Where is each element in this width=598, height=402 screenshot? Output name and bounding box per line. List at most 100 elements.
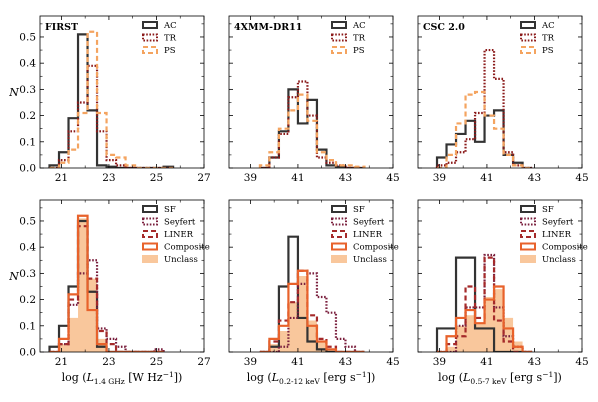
series-ps-line: [258, 93, 366, 168]
legend-swatch-unclass: [142, 255, 158, 263]
x-tick-label: 41: [480, 356, 493, 368]
y-tick-label: 0.2: [19, 294, 36, 306]
series-ac-line: [259, 88, 365, 168]
legend-swatch-composite: [520, 242, 536, 251]
legend-label-unclass: Unclass: [542, 255, 576, 265]
x-tick-label: 27: [197, 356, 210, 368]
x-tick-label: 21: [55, 356, 68, 368]
y-tick-label: 0.0: [19, 163, 36, 175]
x-axis-label: log (L1.4 GHz [W Hz−1]): [62, 370, 183, 386]
legend-swatch-liner: [331, 230, 347, 238]
y-axis-label: N: [8, 270, 19, 283]
x-tick-label: 45: [575, 356, 588, 368]
series-composite-line: [259, 269, 365, 352]
x-tick-label: 25: [150, 356, 163, 368]
series-unclass-fill: [259, 276, 365, 352]
panel-3: 39 41 43 45 CSC 2.0 AC TR PS: [417, 15, 589, 184]
x-tick-label: 41: [291, 172, 304, 184]
axes-frame: [228, 199, 394, 353]
legend-swatch-sf: [520, 205, 536, 213]
y-tick-label: 0.4: [19, 58, 36, 70]
y-tick-label: 0.3: [19, 268, 36, 280]
legend-swatch-tr: [520, 33, 536, 42]
plot-area: [259, 235, 365, 352]
y-tick-label: 0.1: [19, 136, 36, 148]
legend-swatch-sf: [142, 205, 158, 213]
legend-label-tr: TR: [542, 34, 555, 44]
legend-label-ac: AC: [163, 21, 177, 31]
legend-label-sf: SF: [542, 205, 554, 215]
legend-swatch-tr: [331, 33, 347, 42]
x-tick-label: 25: [150, 172, 163, 184]
y-tick-label: 0.5: [19, 215, 36, 227]
legend: AC TR PS: [520, 21, 555, 56]
y-tick-label: 0.2: [19, 110, 36, 122]
plot-area: [48, 214, 165, 352]
x-tick-label: 23: [102, 172, 115, 184]
legend-swatch-tr: [142, 33, 158, 42]
x-tick-label: 45: [575, 172, 588, 184]
x-tick-label: 39: [433, 356, 446, 368]
legend-label-liner: LINER: [542, 230, 572, 240]
panel-4: 21 23 25 27 0.0 0.1 0.2 0.3 0.4 0.5 N SF Seyfert LINE…: [8, 199, 211, 386]
panel-1: 21 23 25 27 0.0 0.1 0.2 0.3 0.4 0.5 N FIRST AC TR PS: [8, 15, 211, 184]
series-sf-line: [435, 256, 533, 352]
series-ac-line: [48, 33, 175, 168]
x-tick-label: 41: [480, 172, 493, 184]
legend-swatch-ac: [520, 21, 536, 29]
legend-label-seyfert: Seyfert: [164, 218, 196, 228]
panel-title: FIRST: [45, 22, 78, 33]
series-ac-line: [435, 109, 533, 168]
x-tick-label: 39: [433, 172, 446, 184]
legend-swatch-unclass: [331, 255, 347, 263]
legend-swatch-seyfert: [142, 217, 158, 226]
x-tick-label: 23: [102, 356, 115, 368]
x-tick-label: 43: [339, 172, 352, 184]
x-tick-label: 27: [197, 172, 210, 184]
legend-label-tr: TR: [164, 34, 177, 44]
legend-swatch-ps: [520, 46, 536, 54]
series-tr-line: [259, 80, 365, 168]
legend-swatch-composite: [331, 242, 347, 251]
panel-5: 39 41 43 45 SF Seyfert LINER Composite Unclass lo…: [228, 199, 400, 386]
x-tick-label: 43: [528, 356, 541, 368]
axes-frame: [417, 15, 583, 169]
legend-swatch-ac: [331, 21, 347, 29]
legend-label-composite: Composite: [164, 243, 210, 253]
legend-label-liner: LINER: [164, 230, 194, 240]
y-tick-label: 0.1: [19, 320, 36, 332]
legend-label-unclass: Unclass: [164, 255, 198, 265]
x-tick-label: 45: [386, 356, 399, 368]
y-axis-label: N: [8, 86, 19, 99]
series-ps-line: [49, 30, 174, 168]
legend: SF Seyfert LINER Composite Unclass: [142, 205, 210, 265]
x-tick-label: 43: [528, 172, 541, 184]
y-tick-label: 0.5: [19, 31, 36, 43]
axes-frame: [228, 15, 394, 169]
y-tick-label: 0.3: [19, 84, 36, 96]
axes-frame: [39, 15, 205, 169]
legend-label-ps: PS: [353, 46, 365, 56]
legend-swatch-liner: [520, 230, 536, 238]
legend-swatch-seyfert: [520, 217, 536, 226]
plot-area: [258, 80, 366, 168]
series-liner-line: [49, 225, 164, 352]
legend-label-ac: AC: [352, 21, 366, 31]
legend: AC TR PS: [142, 21, 177, 56]
panel-title: CSC 2.0: [423, 22, 465, 33]
legend-swatch-ps: [142, 46, 158, 54]
x-tick-label: 39: [244, 172, 257, 184]
series-composite-line: [437, 285, 533, 352]
legend-swatch-ac: [142, 21, 158, 29]
legend-swatch-seyfert: [331, 217, 347, 226]
panel-2: 39 41 43 45 4XMM-DR11 AC TR PS: [228, 15, 400, 184]
plot-area: [435, 253, 533, 352]
x-tick-label: 39: [244, 356, 257, 368]
legend-label-composite: Composite: [353, 243, 399, 253]
y-tick-label: 0.0: [19, 347, 36, 359]
x-tick-label: 21: [55, 172, 68, 184]
legend-label-liner: LINER: [353, 230, 383, 240]
legend: SF Seyfert LINER Composite Unclass: [520, 205, 588, 265]
x-tick-label: 43: [339, 356, 352, 368]
